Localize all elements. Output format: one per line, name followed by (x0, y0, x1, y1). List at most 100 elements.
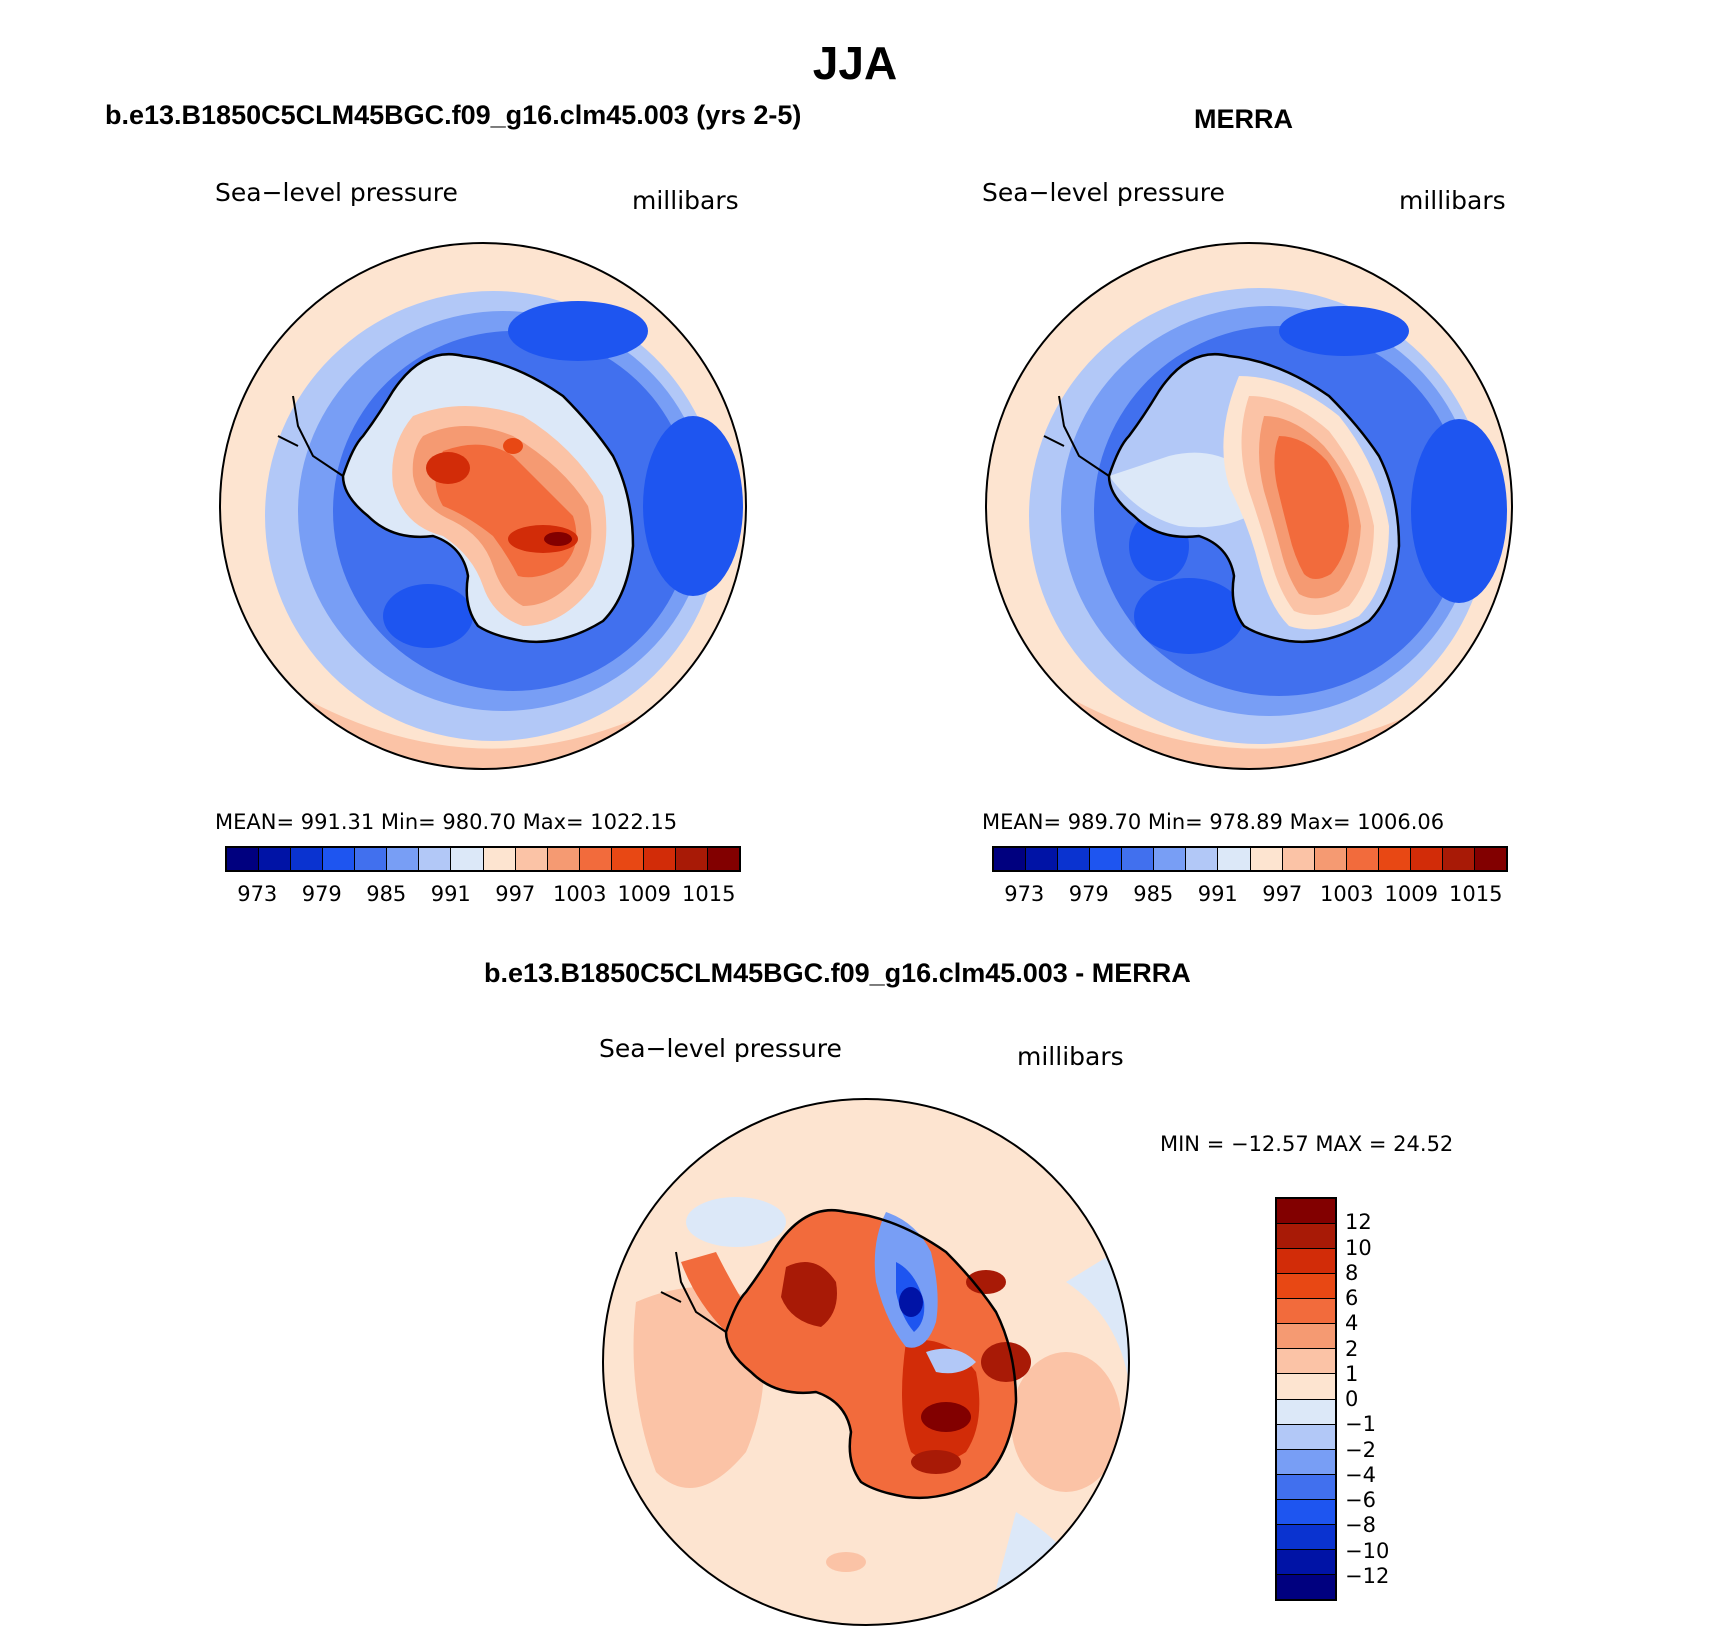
colorbar-swatch (1277, 1449, 1335, 1475)
colorbar-tick-label: 973 (1004, 882, 1045, 906)
diff-colorbar (1275, 1197, 1337, 1601)
colorbar-tick-label: −10 (1345, 1538, 1390, 1563)
colorbar-tick-label: 991 (430, 882, 471, 906)
colorbar-swatch (355, 848, 388, 870)
colorbar-tick-label: 1 (1345, 1361, 1359, 1386)
colorbar-swatch (1277, 1574, 1335, 1599)
colorbar-tick-label: 4 (1345, 1311, 1359, 1336)
colorbar-tick-label: 12 (1345, 1210, 1372, 1235)
diff-units-label: millibars (1017, 1042, 1124, 1071)
colorbar-swatch (1090, 848, 1123, 870)
colorbar-swatch (611, 848, 644, 870)
colorbar-swatch (1122, 848, 1155, 870)
model-polar-map (219, 242, 747, 770)
colorbar-swatch (579, 848, 612, 870)
colorbar-swatch (1277, 1399, 1335, 1425)
colorbar-swatch (675, 848, 708, 870)
colorbar-swatch (1277, 1349, 1335, 1375)
obs-colorbar (992, 846, 1508, 872)
diff-polar-map (602, 1098, 1130, 1626)
diff-stats: MIN = −12.57 MAX = 24.52 (1160, 1132, 1454, 1156)
colorbar-swatch (419, 848, 452, 870)
colorbar-tick-label: 985 (366, 882, 407, 906)
colorbar-tick-label: 1003 (553, 882, 607, 906)
colorbar-tick-label: 1009 (617, 882, 671, 906)
colorbar-swatch (1410, 848, 1443, 870)
colorbar-swatch (1277, 1324, 1335, 1350)
obs-colorbar-ticks: 973 979 985 991 997 1003 1009 1015 (992, 882, 1508, 910)
diff-colorbar-ticks: 12 10 8 6 4 2 1 0 −1 −2 −4 −6 −8 −10 −12 (1345, 1197, 1425, 1601)
model-panel-title: b.e13.B1850C5CLM45BGC.f09_g16.clm45.003 … (105, 100, 802, 130)
colorbar-swatch (1277, 1499, 1335, 1525)
colorbar-swatch (1218, 848, 1251, 870)
colorbar-swatch (1277, 1424, 1335, 1450)
colorbar-swatch (1277, 1299, 1335, 1325)
colorbar-swatch (1314, 848, 1347, 870)
model-stats: MEAN= 991.31 Min= 980.70 Max= 1022.15 (215, 810, 678, 834)
colorbar-tick-label: 2 (1345, 1336, 1359, 1361)
colorbar-swatch (259, 848, 292, 870)
colorbar-swatch (1154, 848, 1187, 870)
colorbar-tick-label: 10 (1345, 1235, 1372, 1260)
colorbar-tick-label: 973 (237, 882, 278, 906)
colorbar-swatch (643, 848, 676, 870)
colorbar-swatch (1442, 848, 1475, 870)
colorbar-swatch (1186, 848, 1219, 870)
colorbar-tick-label: 979 (301, 882, 342, 906)
colorbar-swatch (1282, 848, 1315, 870)
colorbar-tick-label: −8 (1345, 1513, 1376, 1538)
diff-variable-label: Sea−level pressure (599, 1034, 842, 1063)
colorbar-swatch (547, 848, 580, 870)
colorbar-tick-label: 1015 (682, 882, 736, 906)
colorbar-swatch (994, 848, 1027, 870)
colorbar-swatch (1277, 1199, 1335, 1225)
model-colorbar-ticks: 973 979 985 991 997 1003 1009 1015 (225, 882, 741, 910)
colorbar-swatch (1058, 848, 1091, 870)
colorbar-tick-label: 979 (1068, 882, 1109, 906)
colorbar-swatch (515, 848, 548, 870)
obs-variable-label: Sea−level pressure (982, 178, 1225, 207)
colorbar-tick-label: 997 (495, 882, 536, 906)
colorbar-swatch (227, 848, 260, 870)
colorbar-tick-label: −12 (1345, 1563, 1390, 1588)
colorbar-swatch (1277, 1374, 1335, 1400)
colorbar-tick-label: 1009 (1384, 882, 1438, 906)
colorbar-tick-label: 1003 (1320, 882, 1374, 906)
colorbar-swatch (1277, 1474, 1335, 1500)
colorbar-tick-label: 997 (1262, 882, 1303, 906)
colorbar-swatch (1474, 848, 1506, 870)
colorbar-tick-label: −6 (1345, 1488, 1376, 1512)
model-colorbar (225, 846, 741, 872)
colorbar-swatch (1026, 848, 1059, 870)
colorbar-swatch (291, 848, 324, 870)
colorbar-swatch (1277, 1249, 1335, 1275)
colorbar-swatch (1277, 1274, 1335, 1300)
colorbar-swatch (451, 848, 484, 870)
colorbar-tick-label: 985 (1133, 882, 1174, 906)
colorbar-tick-label: −1 (1345, 1412, 1376, 1437)
colorbar-swatch (483, 848, 516, 870)
colorbar-swatch (1250, 848, 1283, 870)
obs-stats: MEAN= 989.70 Min= 978.89 Max= 1006.06 (982, 810, 1445, 834)
model-variable-label: Sea−level pressure (215, 178, 458, 207)
diff-panel-title: b.e13.B1850C5CLM45BGC.f09_g16.clm45.003 … (484, 958, 1191, 988)
colorbar-swatch (1346, 848, 1379, 870)
colorbar-swatch (707, 848, 739, 870)
colorbar-swatch (323, 848, 356, 870)
obs-polar-map (985, 242, 1513, 770)
colorbar-tick-label: 1015 (1449, 882, 1503, 906)
obs-panel-title: MERRA (1194, 104, 1293, 134)
colorbar-swatch (1277, 1524, 1335, 1550)
model-units-label: millibars (632, 186, 739, 215)
colorbar-tick-label: 0 (1345, 1387, 1359, 1411)
obs-units-label: millibars (1399, 186, 1506, 215)
colorbar-tick-label: 6 (1345, 1286, 1359, 1310)
colorbar-tick-label: −4 (1345, 1462, 1376, 1487)
colorbar-swatch (387, 848, 420, 870)
colorbar-swatch (1277, 1549, 1335, 1575)
colorbar-tick-label: 8 (1345, 1260, 1359, 1285)
colorbar-tick-label: −2 (1345, 1437, 1376, 1462)
figure-title: JJA (812, 37, 898, 89)
colorbar-swatch (1277, 1224, 1335, 1250)
colorbar-tick-label: 991 (1197, 882, 1238, 906)
